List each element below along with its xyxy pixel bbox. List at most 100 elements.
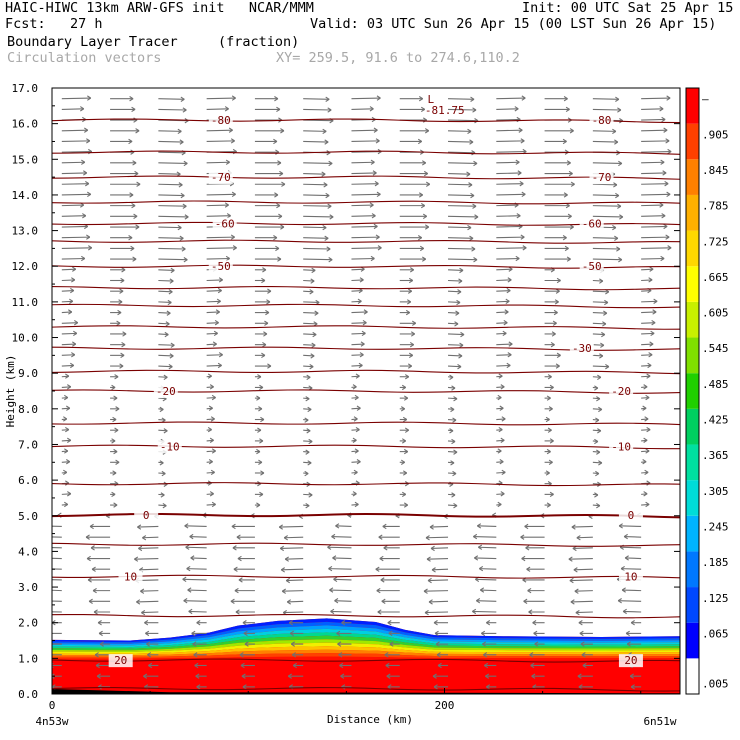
circulation-vector bbox=[206, 95, 236, 101]
circulation-vector bbox=[254, 192, 279, 198]
circulation-vector bbox=[544, 277, 561, 284]
circulation-vector bbox=[110, 202, 136, 209]
circulation-vector bbox=[351, 437, 357, 443]
circulation-vector bbox=[448, 289, 462, 295]
circulation-vector bbox=[496, 437, 505, 443]
circulation-vector bbox=[351, 459, 361, 465]
circulation-vector bbox=[110, 288, 124, 294]
circulation-vector bbox=[61, 298, 74, 304]
circulation-vector bbox=[592, 470, 600, 477]
contour-label: -10 bbox=[160, 440, 180, 453]
circulation-vector bbox=[448, 363, 462, 370]
circulation-vector bbox=[61, 416, 68, 422]
circulation-vector bbox=[184, 523, 207, 529]
circulation-vector bbox=[496, 266, 513, 272]
minimum-marker: L bbox=[427, 93, 434, 106]
circulation-vector bbox=[303, 353, 315, 359]
circulation-vector bbox=[486, 620, 497, 626]
circulation-vector bbox=[158, 96, 185, 102]
circulation-vector bbox=[286, 599, 304, 605]
circulation-vector bbox=[303, 160, 333, 167]
circulation-vector bbox=[641, 416, 649, 422]
circulation-vector bbox=[592, 492, 599, 498]
circulation-vector bbox=[575, 609, 593, 616]
circulation-vector bbox=[254, 448, 261, 455]
x-axis-start-label: 4n53w bbox=[35, 715, 68, 728]
circulation-vector bbox=[641, 384, 648, 390]
circulation-vector bbox=[641, 309, 657, 315]
circulation-vector bbox=[88, 598, 111, 604]
circulation-vector bbox=[191, 630, 207, 637]
circulation-vector bbox=[544, 106, 570, 113]
circulation-vector bbox=[110, 384, 116, 391]
circulation-vector bbox=[254, 309, 270, 316]
circulation-vector bbox=[544, 170, 573, 177]
circulation-vector bbox=[448, 214, 479, 220]
circulation-vector bbox=[641, 341, 654, 347]
contour-label: -10 bbox=[611, 440, 631, 453]
circulation-vector bbox=[206, 330, 218, 337]
circulation-vector bbox=[485, 673, 497, 679]
y-tick-label: 7.0 bbox=[18, 438, 38, 451]
circulation-vector bbox=[424, 609, 449, 616]
circulation-vector bbox=[351, 501, 359, 508]
circulation-vector bbox=[592, 278, 604, 284]
circulation-vector bbox=[399, 160, 427, 166]
circulation-vector bbox=[399, 438, 407, 444]
circulation-vector bbox=[138, 545, 159, 552]
circulation-vector bbox=[351, 95, 381, 101]
tracer-band bbox=[52, 618, 680, 643]
circulation-vector bbox=[254, 181, 286, 187]
circulation-vector bbox=[351, 341, 365, 347]
circulation-vector bbox=[110, 309, 122, 316]
circulation-vector bbox=[641, 159, 665, 165]
circulation-vector bbox=[303, 460, 312, 466]
circulation-vector bbox=[61, 341, 77, 347]
circulation-vector bbox=[641, 298, 658, 304]
circulation-vector bbox=[351, 223, 378, 230]
circulation-vector bbox=[61, 245, 93, 251]
temperature-contour bbox=[52, 421, 680, 426]
y-tick-label: 2.0 bbox=[18, 617, 38, 630]
x-axis-end-label: 6n51w bbox=[643, 715, 676, 728]
y-tick-label: 16.0 bbox=[12, 118, 39, 131]
circulation-vector bbox=[399, 459, 406, 465]
colorbar: .005 .065 .125 .185 .245 .305 .365 .425 .485 .545… bbox=[685, 87, 729, 695]
circulation-vector bbox=[641, 213, 666, 219]
circulation-vector bbox=[303, 396, 310, 402]
circulation-vector bbox=[158, 492, 165, 498]
circulation-vector bbox=[526, 566, 545, 572]
tracer-band bbox=[52, 621, 680, 644]
circulation-vector bbox=[110, 427, 119, 433]
circulation-vector bbox=[496, 245, 527, 251]
circulation-vector bbox=[381, 598, 400, 604]
circulation-vector bbox=[496, 459, 504, 465]
circulation-vector bbox=[61, 213, 87, 219]
circulation-vector bbox=[641, 352, 653, 358]
circulation-vector bbox=[484, 662, 497, 669]
circulation-vector bbox=[577, 673, 593, 679]
circulation-vector bbox=[85, 534, 111, 540]
circulation-vector bbox=[399, 374, 410, 380]
circulation-vector bbox=[52, 600, 62, 602]
circulation-vector bbox=[61, 469, 68, 476]
circulation-vector bbox=[592, 182, 618, 188]
vector-field-name: Circulation vectors bbox=[7, 50, 162, 66]
circulation-vector bbox=[340, 673, 352, 679]
circulation-vector bbox=[496, 298, 510, 304]
circulation-vector bbox=[641, 330, 655, 337]
circulation-vector bbox=[448, 353, 463, 359]
circulation-vector bbox=[472, 608, 497, 615]
circulation-vector bbox=[110, 341, 126, 348]
circulation-vector bbox=[351, 191, 381, 198]
circulation-vector bbox=[641, 437, 648, 443]
colorbar-swatch bbox=[686, 266, 699, 302]
circulation-vector bbox=[206, 159, 230, 165]
circulation-vector bbox=[641, 469, 649, 476]
circulation-vector bbox=[86, 555, 111, 562]
circulation-vector bbox=[351, 213, 376, 219]
contour-label-bg bbox=[134, 509, 159, 523]
circulation-vector bbox=[61, 320, 79, 326]
circulation-vector bbox=[303, 310, 319, 316]
circulation-vector bbox=[303, 214, 334, 220]
